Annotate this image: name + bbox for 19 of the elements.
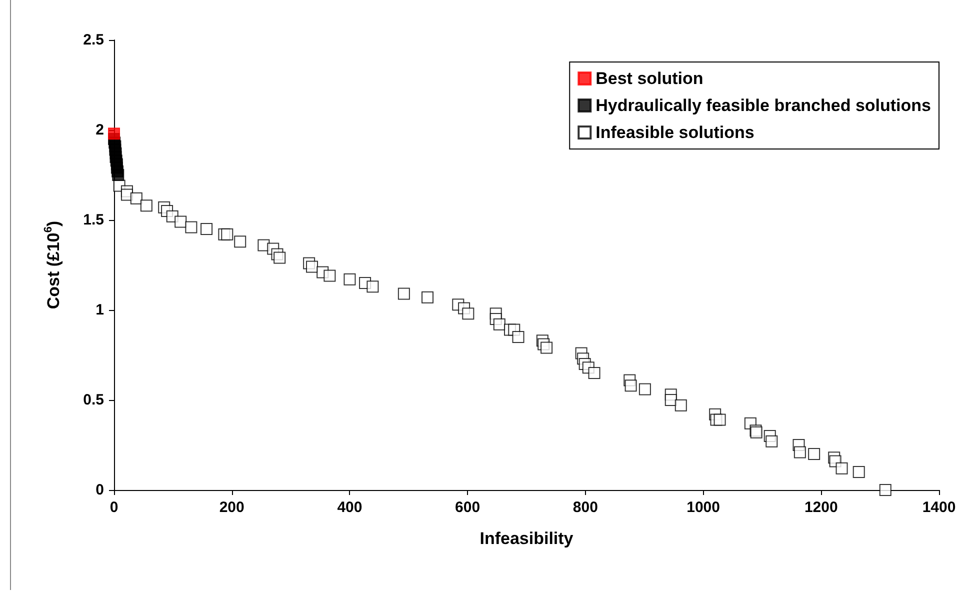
y-axis-title: Cost (£106) bbox=[42, 220, 63, 310]
y-tick-label: 1 bbox=[96, 302, 104, 318]
legend-label: Best solution bbox=[596, 69, 704, 88]
y-tick-label: 2.5 bbox=[83, 32, 104, 48]
x-tick-label: 0 bbox=[110, 499, 118, 516]
y-tick-label: 1.5 bbox=[83, 212, 104, 228]
x-tick-label: 800 bbox=[572, 499, 598, 516]
x-tick-label: 400 bbox=[337, 499, 362, 516]
y-tick-label: 0 bbox=[96, 482, 104, 498]
legend-label: Infeasible solutions bbox=[596, 123, 754, 142]
x-tick-label: 600 bbox=[455, 499, 480, 516]
x-tick-label: 200 bbox=[219, 499, 244, 516]
y-tick-label: 0.5 bbox=[83, 392, 104, 408]
x-tick-label: 1000 bbox=[686, 499, 720, 516]
x-tick-label: 1200 bbox=[804, 499, 838, 516]
legend-label: Hydraulically feasible branched solutions bbox=[596, 96, 932, 115]
x-axis-title: Infeasibility bbox=[480, 529, 574, 548]
y-tick-label: 2 bbox=[96, 122, 104, 138]
x-tick-label: 1400 bbox=[922, 499, 956, 516]
